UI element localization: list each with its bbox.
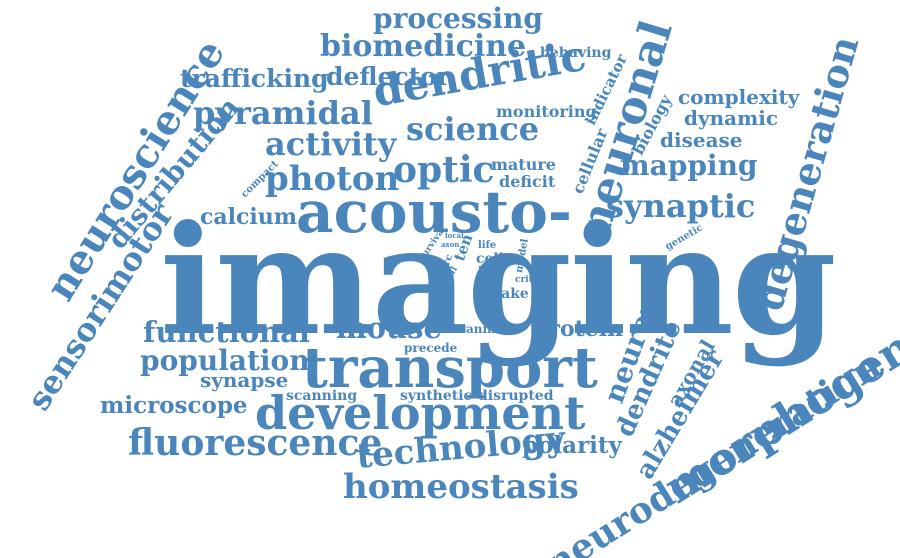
word: synaptic [606,187,756,225]
word: precede [404,341,458,355]
word: disease [660,128,743,152]
word: life [478,240,497,251]
word: animal [466,322,513,336]
word: imaging [160,193,837,369]
word: functional [143,315,310,349]
word: dynamic [684,106,779,130]
word: fluorescence [128,422,383,464]
word: trafficking [180,64,329,93]
word: deficit [499,172,556,191]
word: cell [476,251,505,267]
word: calcium [200,204,298,230]
word: optic [393,149,495,191]
word: axon [441,240,460,249]
word: acousto- [296,178,572,246]
word: microscope [100,392,248,419]
word: biomedicine [320,29,527,64]
word: development [255,386,586,440]
word: critical [515,275,551,285]
word: homeostasis [343,467,579,507]
word: space [423,258,446,267]
word: mouse [336,311,442,345]
word: synthetic [400,388,473,404]
word: deflector [326,62,451,91]
word: behaving [540,45,612,61]
word: polarity [522,432,622,459]
word: monitoring [496,102,597,121]
word: awake [480,286,529,302]
word: scanning [286,388,358,404]
word: protein [533,316,624,342]
word: population [140,344,310,377]
word: transport [302,335,598,401]
word: science [406,110,540,148]
word: pyramidal [193,94,373,132]
word: mapping [620,149,758,182]
word: mature [491,155,556,174]
word: loss [478,266,500,277]
word: complexity [678,85,800,109]
word: activity [265,125,397,163]
word: disrupted [478,388,554,404]
word: processing [373,2,543,35]
word: local [445,231,464,240]
word: synapse [200,368,289,392]
word: photon [265,159,400,199]
